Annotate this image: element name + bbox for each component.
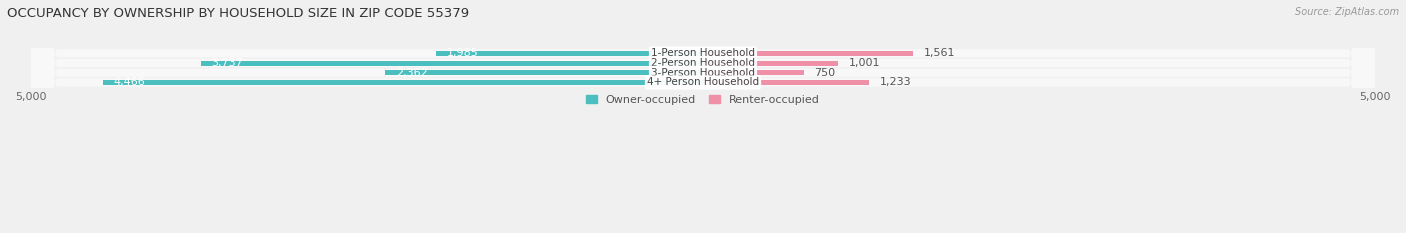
Text: 3-Person Household: 3-Person Household (651, 68, 755, 78)
Text: 2,362: 2,362 (396, 68, 427, 78)
FancyBboxPatch shape (31, 0, 1375, 233)
Bar (436, 51, 703, 56)
Bar (103, 80, 703, 85)
Text: OCCUPANCY BY OWNERSHIP BY HOUSEHOLD SIZE IN ZIP CODE 55379: OCCUPANCY BY OWNERSHIP BY HOUSEHOLD SIZE… (7, 7, 470, 20)
Bar (703, 70, 804, 75)
Text: 1,985: 1,985 (447, 48, 478, 58)
Text: 1-Person Household: 1-Person Household (651, 48, 755, 58)
FancyBboxPatch shape (31, 0, 1375, 233)
Text: 2-Person Household: 2-Person Household (651, 58, 755, 68)
FancyBboxPatch shape (31, 0, 1375, 233)
Text: 1,561: 1,561 (924, 48, 955, 58)
Text: 4,466: 4,466 (114, 78, 145, 87)
Text: 750: 750 (814, 68, 835, 78)
Text: Source: ZipAtlas.com: Source: ZipAtlas.com (1295, 7, 1399, 17)
Bar (385, 70, 703, 75)
FancyBboxPatch shape (31, 0, 1375, 233)
Bar (703, 80, 869, 85)
Text: 3,737: 3,737 (211, 58, 243, 68)
Bar (703, 51, 912, 56)
Bar (201, 61, 703, 66)
Bar (703, 61, 838, 66)
Text: 1,001: 1,001 (848, 58, 880, 68)
Text: 4+ Person Household: 4+ Person Household (647, 78, 759, 87)
Legend: Owner-occupied, Renter-occupied: Owner-occupied, Renter-occupied (581, 90, 825, 109)
Text: 1,233: 1,233 (880, 78, 911, 87)
